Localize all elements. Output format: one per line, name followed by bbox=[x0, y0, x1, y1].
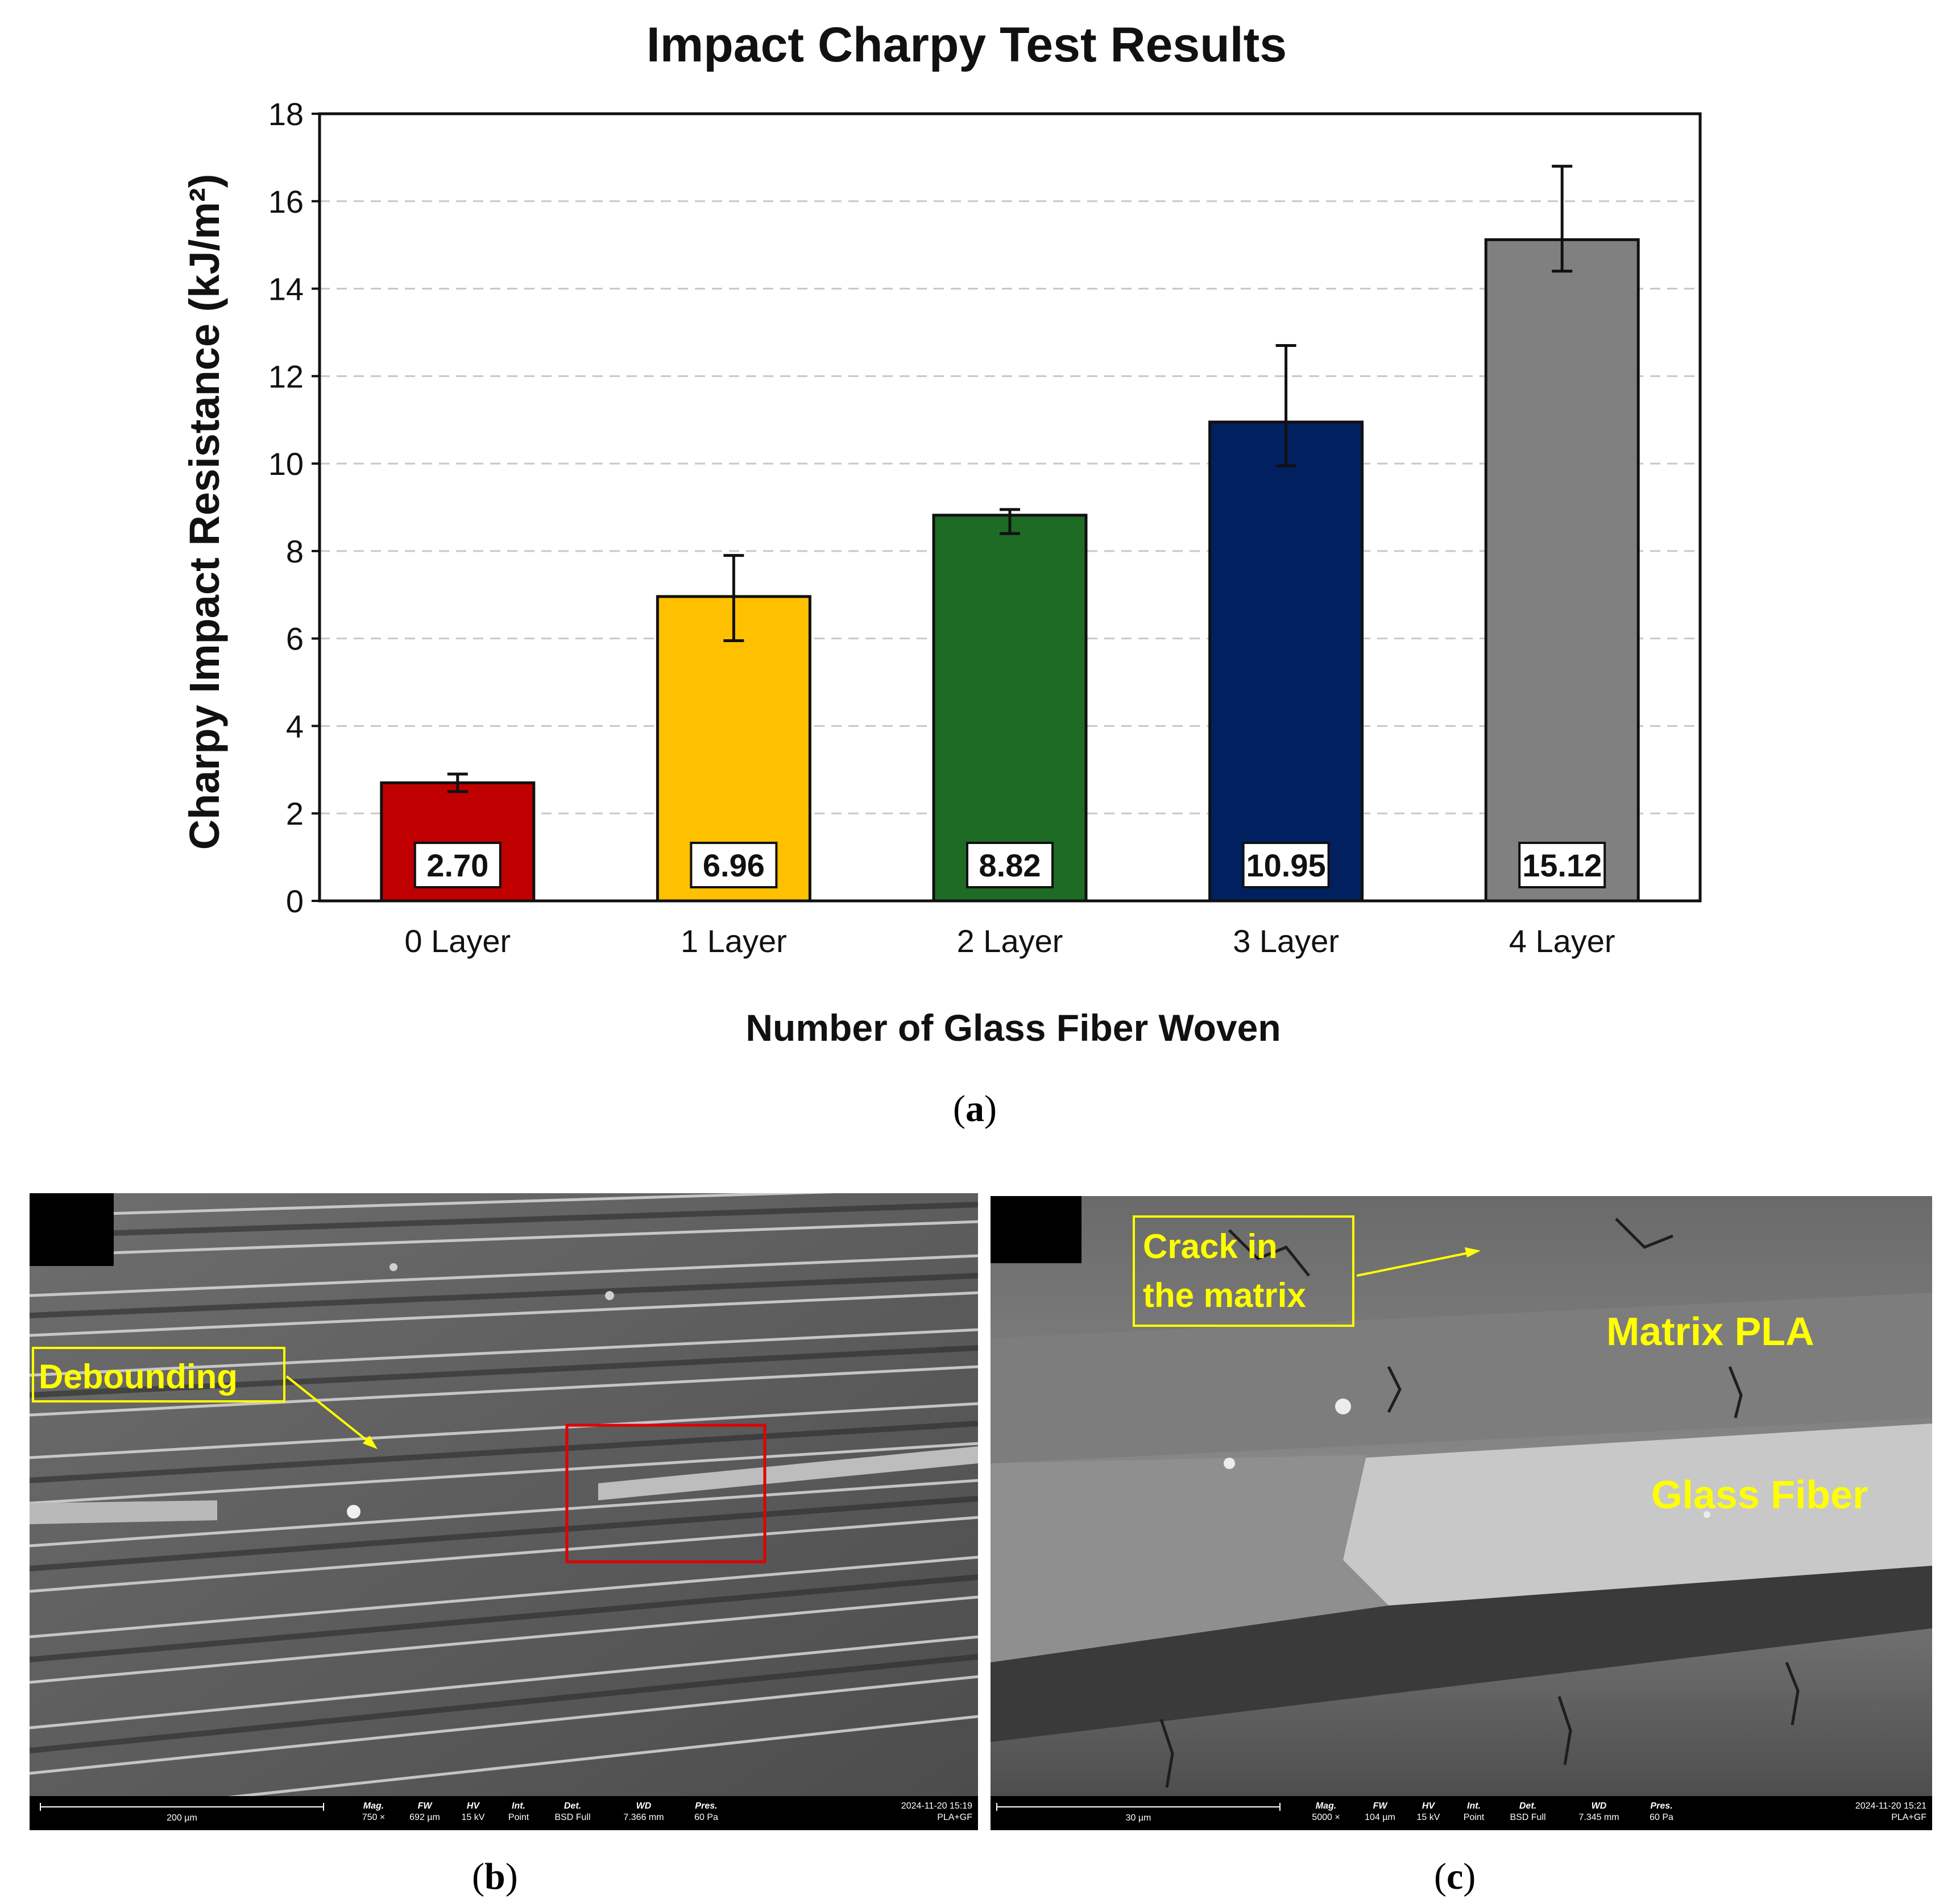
value-label-box bbox=[690, 842, 778, 888]
plot-frame bbox=[318, 112, 1702, 903]
upper-matrix-band bbox=[991, 1293, 1932, 1463]
y-tick-label: 2 bbox=[286, 796, 304, 831]
bar-4-layer bbox=[1484, 238, 1640, 903]
lower-dark-band bbox=[991, 1566, 1932, 1742]
bar-3-layer bbox=[1208, 420, 1364, 903]
caption-c: (c) bbox=[1434, 1856, 1476, 1897]
annotation-arrow bbox=[1356, 1247, 1481, 1277]
bar-2-layer bbox=[932, 514, 1088, 903]
exposed-fiber bbox=[598, 1446, 978, 1500]
value-label: 15.12 bbox=[1522, 847, 1602, 883]
scale-mask bbox=[30, 1193, 114, 1266]
scale-text: 30 µm bbox=[1125, 1813, 1151, 1823]
sem-image-c: Crack in the matrix Matrix PLA Glass Fib… bbox=[991, 1196, 1932, 1830]
fiber-shadows bbox=[30, 1202, 978, 1753]
caption-a: (a) bbox=[953, 1088, 997, 1130]
value-label-box bbox=[1518, 842, 1606, 888]
glass-fiber bbox=[1343, 1424, 1932, 1606]
bars: 2.70 6.96 8.82 10.95 15.12 bbox=[380, 164, 1640, 903]
y-tick-label: 10 bbox=[268, 446, 304, 482]
x-tick-label: 1 Layer bbox=[681, 923, 787, 959]
value-label-box bbox=[413, 842, 502, 888]
x-axis-title: Number of Glass Fiber Woven bbox=[745, 1007, 1281, 1049]
y-tick-label: 0 bbox=[286, 883, 304, 919]
value-label: 2.70 bbox=[426, 847, 488, 883]
sem-info-bar-c: 30 µm Mag. 5000 × FW 104 µm HV 15 kV Int. Po… bbox=[991, 1796, 1932, 1830]
x-tick-label: 2 Layer bbox=[957, 923, 1063, 959]
annotation-crack: Crack in the matrix bbox=[1133, 1215, 1354, 1327]
fiber-lines bbox=[30, 1193, 978, 1796]
y-tick-label: 6 bbox=[286, 621, 304, 657]
sem-info-bar-b: 200 µm Mag. 750 × FW 692 µm HV 15 kV Int. Po… bbox=[30, 1796, 978, 1830]
cracks bbox=[1159, 1218, 1800, 1788]
matrix-debris bbox=[991, 1455, 1389, 1662]
chart-title: Impact Charpy Test Results bbox=[647, 18, 1287, 72]
roi-box bbox=[565, 1424, 766, 1563]
annotation-arrow bbox=[285, 1375, 766, 1563]
annotation-debounding: Debounding bbox=[32, 1347, 285, 1403]
annotation-glass-fiber: Glass Fiber bbox=[1651, 1472, 1868, 1517]
y-axis-title: Charpy Impact Resistance (kJ/m²) bbox=[181, 174, 228, 850]
caption-b: (b) bbox=[472, 1856, 518, 1897]
x-tick-label: 3 Layer bbox=[1233, 923, 1339, 959]
axes: 0 2 4 6 8 10 12 14 16 18 0 Layer 1 Layer 2 Layer 3 La… bbox=[268, 96, 1702, 959]
y-tick-label: 4 bbox=[286, 708, 304, 744]
sem-image-b: Debounding 200 µm Mag. 750 × FW 692 µm HV 1… bbox=[30, 1193, 978, 1830]
value-label-box bbox=[1242, 842, 1330, 888]
y-tick-label: 12 bbox=[268, 358, 304, 394]
y-tick-label: 8 bbox=[286, 533, 304, 569]
value-label: 6.96 bbox=[703, 847, 765, 883]
x-tick-label: 4 Layer bbox=[1509, 923, 1615, 959]
y-tick-label: 16 bbox=[268, 184, 304, 220]
scale-bar bbox=[40, 1803, 324, 1811]
value-label: 10.95 bbox=[1246, 847, 1326, 883]
scale-mask bbox=[991, 1196, 1081, 1263]
value-label-box bbox=[966, 842, 1054, 888]
annotation-matrix-pla: Matrix PLA bbox=[1606, 1309, 1814, 1354]
y-tick-label: 14 bbox=[268, 271, 304, 307]
value-label: 8.82 bbox=[979, 847, 1041, 883]
scale-text: 200 µm bbox=[167, 1813, 197, 1823]
y-tick-label: 18 bbox=[268, 96, 304, 132]
scale-bar bbox=[996, 1803, 1281, 1811]
charpy-bar-chart: Impact Charpy Test Results 2.70 6.96 8.82 1… bbox=[181, 18, 1702, 1049]
x-tick-label: 0 Layer bbox=[404, 923, 511, 959]
exposed-fiber bbox=[30, 1500, 217, 1524]
